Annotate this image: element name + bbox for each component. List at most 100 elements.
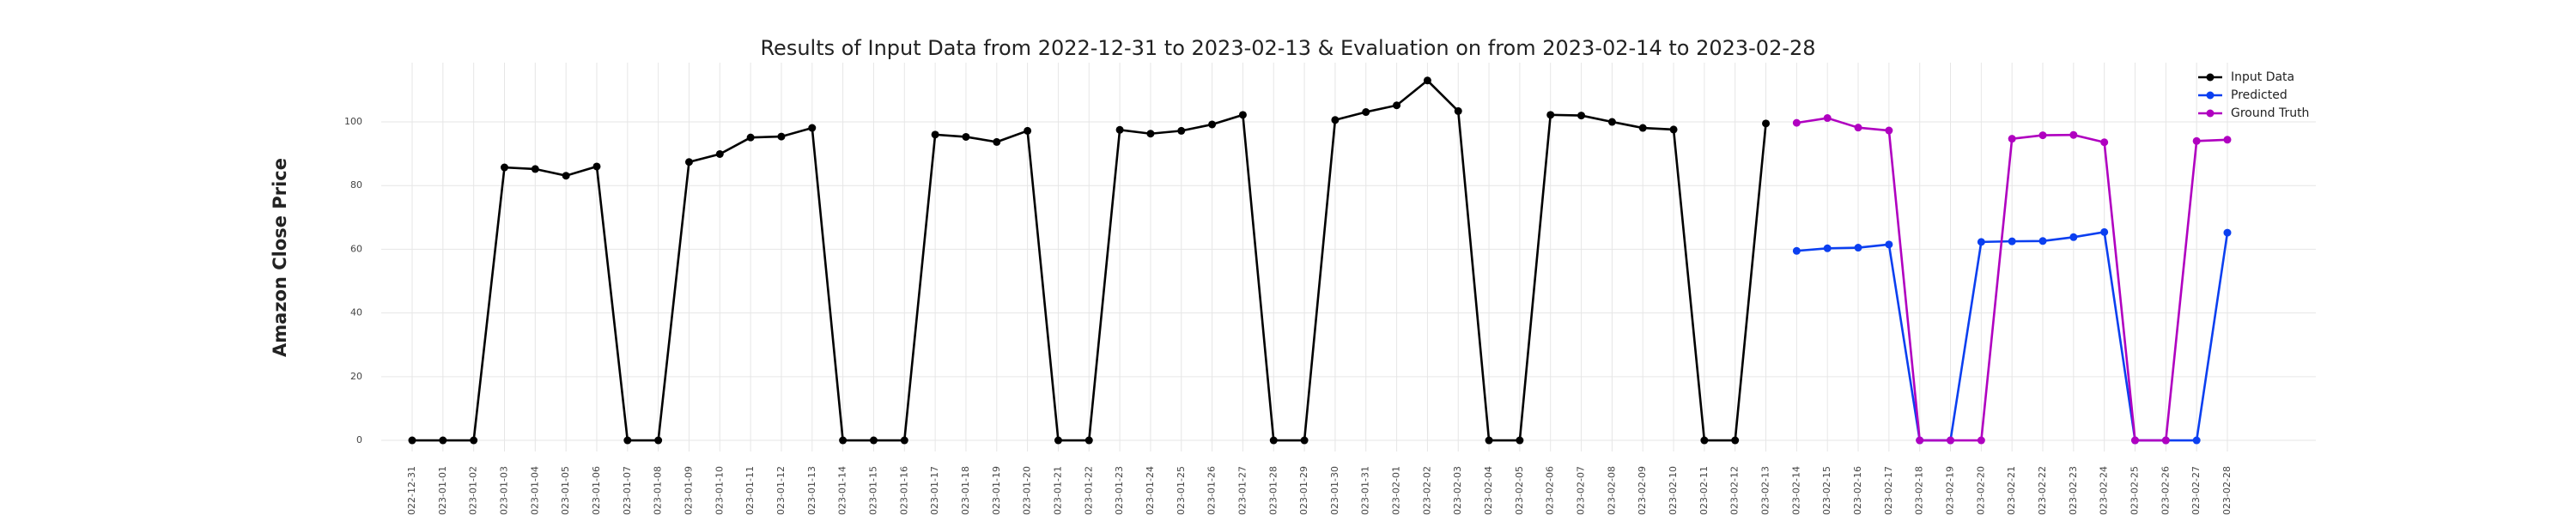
point (1607, 118, 1616, 126)
point (2100, 138, 2109, 147)
point (962, 132, 970, 141)
y-tick-label: 20 (350, 371, 362, 382)
y-tick-label: 60 (350, 243, 362, 254)
point (1115, 125, 1124, 134)
y-tick-label: 0 (356, 434, 362, 445)
x-tick-label: 2023-01-27 (1236, 466, 1248, 515)
point (2069, 130, 2078, 139)
point (869, 436, 878, 445)
point (1146, 130, 1155, 138)
x-tick-label: 2023-01-15 (867, 466, 878, 515)
point (777, 132, 786, 141)
x-tick-label: 2023-02-09 (1637, 466, 1648, 515)
point (623, 436, 632, 445)
point (1977, 436, 1985, 445)
point (1331, 116, 1340, 124)
y-tick-label: 100 (344, 116, 362, 127)
point (746, 133, 755, 142)
point (2038, 237, 2047, 245)
point (684, 158, 693, 167)
x-tick-label: 2023-02-26 (2160, 466, 2171, 515)
point (1916, 436, 1924, 445)
point (1700, 436, 1709, 445)
x-tick-label: 2023-02-02 (1421, 466, 1432, 515)
x-tick-label: 2023-02-07 (1576, 466, 1587, 515)
point (931, 130, 939, 139)
point (562, 172, 570, 180)
point (1731, 436, 1740, 445)
point (1638, 124, 1647, 132)
x-tick-label: 2023-02-23 (2068, 466, 2079, 515)
x-tick-label: 2023-02-18 (1914, 466, 1925, 515)
x-tick-label: 2023-01-21 (1052, 466, 1063, 515)
point (1792, 118, 1801, 127)
x-tick-label: 2023-02-11 (1698, 466, 1710, 515)
x-tick-label: 2023-01-10 (714, 466, 725, 515)
legend-label: Ground Truth (2231, 106, 2309, 120)
point (1854, 244, 1862, 252)
point (2100, 227, 2109, 236)
x-tick-label: 2023-02-03 (1452, 466, 1463, 515)
point (1577, 112, 1586, 120)
point (470, 436, 478, 445)
legend-label: Predicted (2231, 88, 2287, 102)
x-tick-label: 2023-02-04 (1483, 466, 1494, 515)
point (2192, 136, 2201, 145)
legend-marker (2206, 73, 2215, 82)
x-tick-label: 2023-01-23 (1114, 466, 1125, 515)
x-tick-label: 2023-01-12 (775, 466, 787, 515)
x-tick-label: 2023-02-14 (1790, 466, 1801, 515)
point (1792, 246, 1801, 255)
x-tick-label: 2023-01-06 (591, 466, 602, 515)
point (1300, 436, 1309, 445)
point (1454, 106, 1462, 115)
point (1423, 76, 1431, 85)
x-tick-label: 2023-01-07 (622, 466, 633, 515)
x-tick-label: 2023-02-10 (1668, 466, 1679, 515)
point (2223, 136, 2232, 144)
x-tick-label: 2023-01-05 (560, 466, 571, 515)
x-tick-label: 2023-01-29 (1298, 466, 1309, 515)
point (1823, 244, 1832, 252)
point (654, 436, 663, 445)
x-tick-label: 2023-02-15 (1821, 466, 1832, 515)
point (592, 162, 601, 171)
x-tick-label: 2023-02-05 (1514, 466, 1525, 515)
point (1054, 436, 1062, 445)
point (839, 436, 848, 445)
point (408, 436, 416, 445)
point (1269, 436, 1278, 445)
x-tick-label: 2023-02-17 (1883, 466, 1894, 515)
x-tick-label: 2023-01-03 (498, 466, 509, 515)
x-tick-label: 2023-02-28 (2221, 466, 2233, 515)
y-axis-label: Amazon Close Price (270, 158, 290, 357)
x-tick-label: 2023-01-02 (468, 466, 479, 515)
point (1024, 126, 1032, 135)
point (2161, 436, 2170, 445)
point (500, 163, 508, 172)
point (1177, 126, 1186, 135)
y-tick-label: 80 (350, 179, 362, 191)
point (1762, 119, 1771, 128)
point (1977, 238, 1985, 246)
point (531, 165, 539, 173)
x-tick-label: 2023-01-09 (683, 466, 694, 515)
point (2038, 131, 2047, 140)
legend-label: Input Data (2231, 70, 2294, 84)
x-tick-label: 2023-02-24 (2099, 466, 2110, 515)
y-tick-label: 40 (350, 307, 362, 318)
x-tick-label: 2023-01-04 (529, 466, 540, 515)
legend-marker (2206, 109, 2215, 118)
x-tick-label: 2023-02-16 (1852, 466, 1863, 515)
x-tick-label: 2023-02-25 (2129, 466, 2141, 515)
x-tick-label: 2023-01-08 (653, 466, 664, 515)
point (993, 137, 1001, 146)
x-tick-label: 2023-01-16 (898, 466, 909, 515)
x-tick-label: 2023-01-30 (1329, 466, 1340, 515)
x-tick-label: 2023-02-27 (2190, 466, 2202, 515)
point (1362, 108, 1370, 117)
point (1885, 240, 1893, 249)
point (1393, 101, 1401, 110)
point (1485, 436, 1493, 445)
